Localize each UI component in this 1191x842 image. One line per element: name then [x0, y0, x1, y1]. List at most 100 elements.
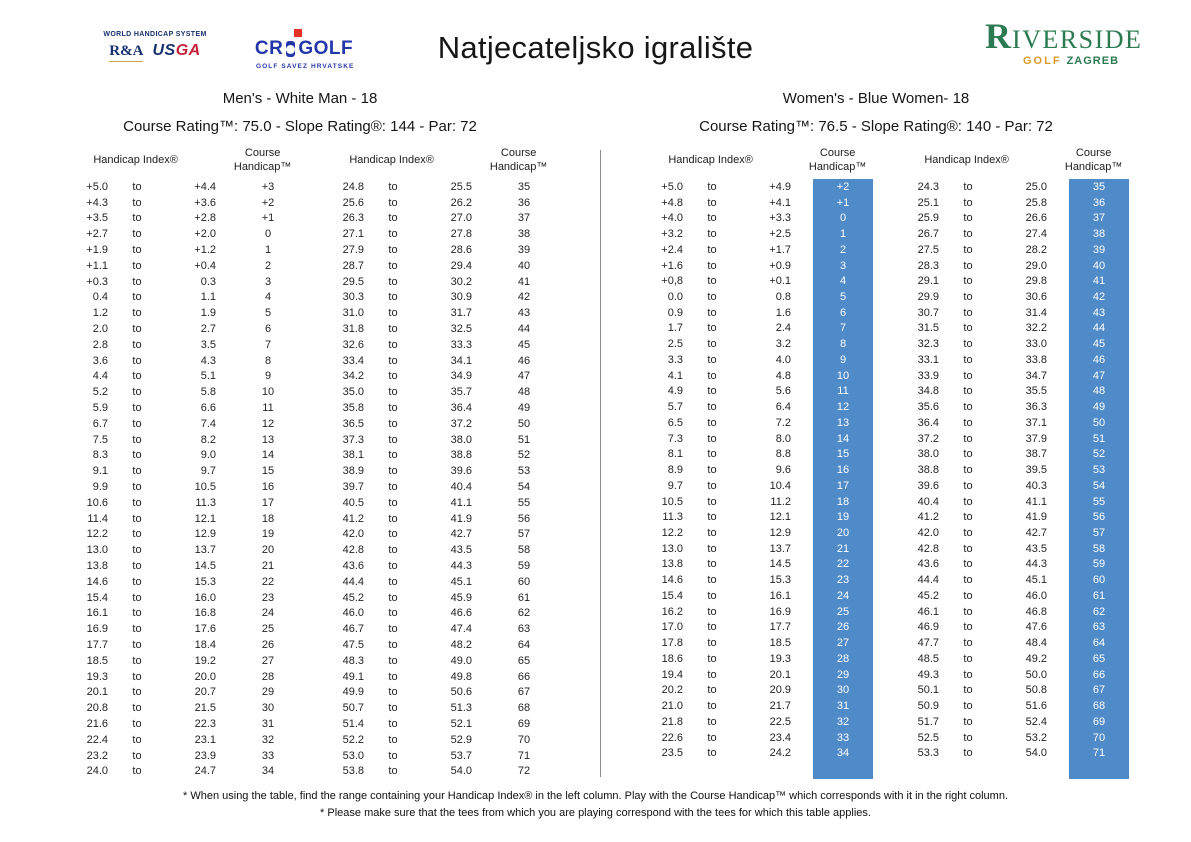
to-label: to	[388, 702, 398, 715]
to-label: to	[963, 385, 973, 398]
handicap-index-from: 51.4	[342, 717, 364, 730]
handicap-index-from: 5.2	[92, 386, 108, 399]
table-header: Handicap Index® Course Handicap™	[314, 143, 554, 179]
course-handicap-value: 1	[264, 244, 272, 257]
course-handicap-value: 42	[1092, 291, 1106, 303]
handicap-index-to: +4.4	[194, 180, 216, 193]
table-row: 25.6 to 26.2 36	[314, 195, 554, 211]
cro-text-cr: CR	[254, 38, 284, 59]
course-handicap-value: 8	[264, 354, 272, 367]
handicap-index-from: +2.7	[86, 228, 108, 241]
usga-logo-left: US	[152, 42, 176, 59]
handicap-index-to: 44.3	[450, 560, 472, 573]
course-handicap-value: 2	[839, 243, 847, 256]
handicap-index-to: 31.4	[1025, 306, 1047, 319]
handicap-index-from: 28.7	[342, 259, 364, 272]
handicap-index-from: 10.6	[86, 496, 108, 509]
to-label: to	[132, 323, 142, 336]
to-label: to	[963, 259, 973, 272]
to-label: to	[707, 637, 717, 650]
handicap-index-from: 15.4	[661, 589, 683, 602]
to-label: to	[132, 591, 142, 604]
handicap-index-from: +5.0	[661, 180, 683, 193]
table-row: 7.5 to 8.2 13	[58, 432, 298, 448]
to-label: to	[132, 370, 142, 383]
table-row: 3.6 to 4.3 8	[58, 353, 298, 369]
handicap-index-from: 3.6	[92, 354, 108, 367]
to-label: to	[963, 558, 973, 571]
riverside-wordmark: R IVERSIDE	[985, 18, 1175, 54]
course-handicap-value: 72	[517, 765, 531, 778]
handicap-index-to: 50.8	[1025, 684, 1047, 697]
whs-logo-row: R&A USGA	[100, 42, 210, 62]
course-handicap-value: 13	[261, 433, 275, 446]
handicap-index-from: 13.0	[86, 544, 108, 557]
course-handicap-value: 69	[1092, 715, 1106, 728]
to-label: to	[707, 228, 717, 241]
to-label: to	[707, 291, 717, 303]
table-row: +5.0 to +4.9 +2	[633, 179, 873, 195]
handicap-index-to: 46.8	[1025, 605, 1047, 618]
table-row: 42.0 to 42.7 57	[314, 527, 554, 543]
table-row: 6.7 to 7.4 12	[58, 416, 298, 432]
course-handicap-value: 55	[517, 496, 531, 509]
mens-table-2: Handicap Index® Course Handicap™ 24.8 to…	[314, 143, 554, 779]
handicap-index-to: 9.0	[200, 449, 216, 462]
handicap-index-to: 52.1	[450, 717, 472, 730]
to-label: to	[963, 180, 973, 193]
handicap-index-from: 26.7	[917, 228, 939, 241]
course-handicap-value: 36	[517, 196, 531, 209]
to-label: to	[388, 323, 398, 336]
mens-table-1: Handicap Index® Course Handicap™ +5.0 to…	[58, 143, 298, 779]
handicap-index-from: 14.6	[661, 574, 683, 587]
handicap-index-from: 11.3	[662, 511, 683, 524]
to-label: to	[132, 623, 142, 636]
ra-logo: R&A	[109, 43, 144, 62]
table-row: 39.6 to 40.3 54	[889, 478, 1129, 494]
table-row: 11.3 to 12.1 19	[633, 509, 873, 525]
handicap-index-from: 21.0	[661, 700, 683, 713]
course-handicap-value: 12	[261, 417, 275, 430]
handicap-index-to: 14.5	[194, 560, 216, 573]
handicap-index-from: +1.9	[86, 244, 108, 257]
handicap-index-from: 25.1	[917, 196, 939, 209]
table-row: 28.3 to 29.0 40	[889, 258, 1129, 274]
handicap-index-from: 33.4	[342, 354, 364, 367]
to-label: to	[388, 481, 398, 494]
course-handicap-value: 71	[517, 749, 531, 762]
handicap-index-from: 6.7	[92, 417, 108, 430]
to-label: to	[963, 196, 973, 209]
course-handicap-header: Course Handicap™	[489, 147, 548, 173]
mens-rating-line: Course Rating™: 75.0 - Slope Rating®: 14…	[123, 118, 477, 135]
handicap-index-from: 34.2	[342, 370, 364, 383]
course-handicap-value: 22	[836, 558, 850, 571]
table-row: 32.3 to 33.0 45	[889, 336, 1129, 352]
to-label: to	[963, 668, 973, 681]
table-row: 20.2 to 20.9 30	[633, 683, 873, 699]
handicap-index-to: 54.0	[450, 765, 472, 778]
table-row: 18.6 to 19.3 28	[633, 651, 873, 667]
to-label: to	[707, 464, 717, 477]
table-row: 12.2 to 12.9 19	[58, 527, 298, 543]
handicap-index-from: 0.9	[667, 306, 683, 319]
handicap-index-from: 53.0	[342, 749, 364, 762]
course-handicap-value: 43	[517, 307, 531, 320]
table-row: 26.3 to 27.0 37	[314, 211, 554, 227]
course-handicap-value: 58	[1092, 542, 1106, 555]
handicap-index-from: 13.8	[86, 560, 108, 573]
handicap-index-header: Handicap Index®	[924, 154, 1009, 167]
to-label: to	[388, 765, 398, 778]
table-row: 21.6 to 22.3 31	[58, 716, 298, 732]
table-rows: 24.3 to 25.0 35 25.1 to 25.8 36 25.9	[889, 179, 1129, 761]
table-row: 27.1 to 27.8 38	[314, 226, 554, 242]
to-label: to	[707, 369, 717, 382]
handicap-index-from: 28.3	[917, 259, 939, 272]
to-label: to	[388, 338, 398, 351]
handicap-index-to: 42.7	[450, 528, 472, 541]
to-label: to	[388, 733, 398, 746]
course-handicap-highlight-band	[1069, 179, 1129, 779]
course-handicap-value: 24	[836, 589, 850, 602]
to-label: to	[388, 449, 398, 462]
to-label: to	[388, 465, 398, 478]
course-handicap-value: 64	[1092, 637, 1106, 650]
